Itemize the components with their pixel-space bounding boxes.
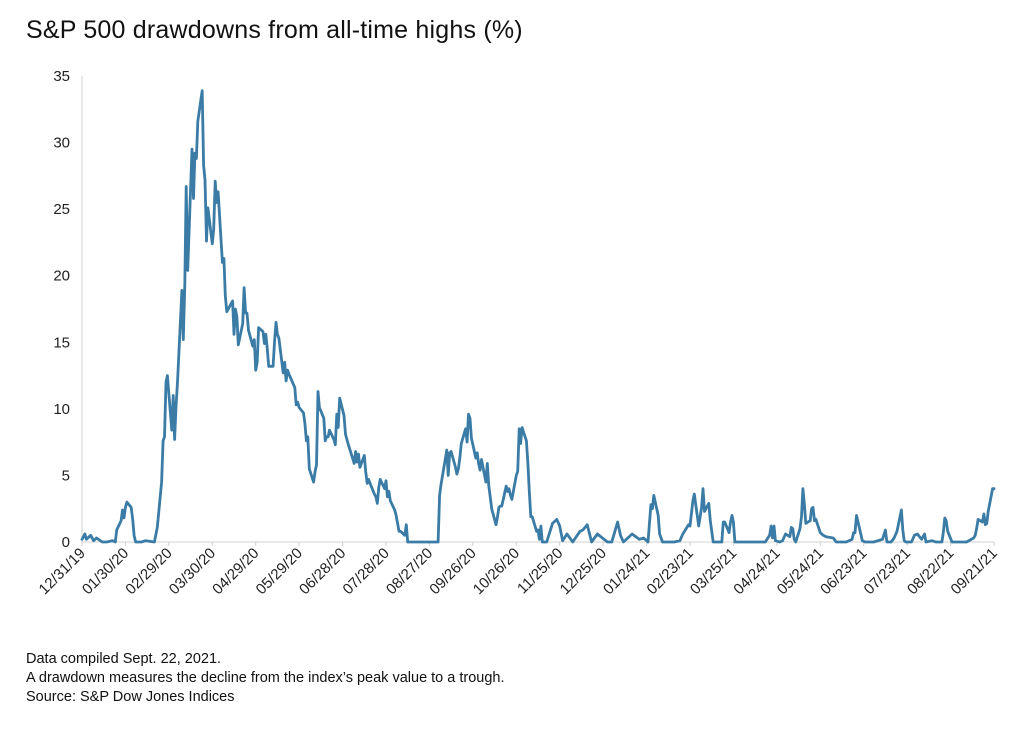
x-tick-label: 04/29/20 (209, 545, 262, 598)
y-tick-label: 35 (53, 68, 70, 85)
x-tick-label: 03/25/21 (687, 545, 740, 598)
note-source: Source: S&P Dow Jones Indices (26, 689, 235, 705)
x-tick-label: 10/26/20 (470, 545, 523, 598)
note-data-compiled: Data compiled Sept. 22, 2021. (26, 651, 222, 667)
x-tick-label: 02/29/20 (122, 545, 175, 598)
drawdown-series-line (80, 89, 996, 544)
x-tick-label: 06/23/21 (817, 545, 870, 598)
x-tick-label: 08/22/21 (904, 545, 957, 598)
x-tick-label: 05/24/21 (774, 545, 827, 598)
plot-area (80, 89, 996, 544)
y-tick-label: 0 (62, 534, 70, 551)
x-tick-label: 08/27/20 (383, 545, 436, 598)
chart-notes: Data compiled Sept. 22, 2021. A drawdown… (26, 650, 505, 707)
x-tick-label: 03/30/20 (166, 545, 219, 598)
x-tick-label: 01/30/20 (79, 545, 132, 598)
x-tick-label: 07/23/21 (861, 545, 914, 598)
y-tick-label: 30 (53, 135, 70, 152)
x-tick-label: 01/24/21 (600, 545, 653, 598)
y-tick-label: 20 (53, 268, 70, 285)
x-tick-label: 05/29/20 (253, 545, 306, 598)
x-tick-label: 06/28/20 (296, 545, 349, 598)
y-tick-label: 10 (53, 401, 70, 418)
x-tick-label: 09/26/20 (426, 545, 479, 598)
x-tick-label: 02/23/21 (644, 545, 697, 598)
x-tick-label: 07/28/20 (340, 545, 393, 598)
y-tick-label: 25 (53, 201, 70, 218)
x-tick-label: 12/31/19 (36, 545, 89, 598)
x-tick-label: 12/25/20 (557, 545, 610, 598)
x-axis: 12/31/1901/30/2002/29/2003/30/2004/29/20… (36, 541, 1001, 598)
note-definition: A drawdown measures the decline from the… (26, 670, 505, 686)
y-tick-label: 15 (53, 334, 70, 351)
chart-title: S&P 500 drawdowns from all-time highs (%… (26, 16, 523, 44)
y-tick-label: 5 (62, 467, 70, 484)
y-axis: 0 5 10 15 20 25 30 35 (53, 68, 83, 551)
x-tick-label: 09/21/21 (948, 545, 1001, 598)
x-tick-label: 04/24/21 (730, 545, 783, 598)
